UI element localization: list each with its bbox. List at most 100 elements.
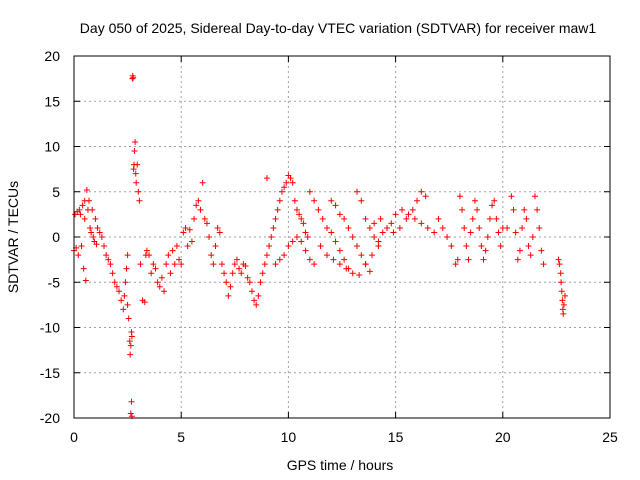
data-point: [276, 256, 283, 263]
data-point: [317, 243, 324, 250]
x-tick-label: 25: [602, 429, 618, 445]
data-point: [161, 288, 168, 295]
x-tick-label: 5: [177, 429, 185, 445]
data-point: [306, 256, 313, 263]
data-point: [512, 229, 519, 236]
data-point: [289, 179, 296, 186]
data-point: [221, 270, 228, 277]
data-point: [375, 238, 382, 245]
y-tick-label: -20: [40, 410, 60, 426]
data-point: [461, 224, 468, 231]
data-point: [278, 188, 285, 195]
data-point: [467, 229, 474, 236]
data-point: [456, 193, 463, 200]
data-point: [203, 220, 210, 227]
data-point: [229, 270, 236, 277]
data-point: [349, 270, 356, 277]
data-point: [521, 206, 528, 213]
data-point: [482, 247, 489, 254]
data-point: [208, 252, 215, 259]
data-point: [132, 138, 139, 145]
data-point: [396, 224, 403, 231]
data-point: [345, 224, 352, 231]
data-point: [497, 243, 504, 250]
y-tick-label: 20: [44, 48, 60, 64]
data-point: [134, 161, 141, 168]
data-point: [504, 224, 511, 231]
data-point: [519, 224, 526, 231]
chart-title: Day 050 of 2025, Sidereal Day-to-day VTE…: [80, 20, 597, 36]
data-point: [83, 186, 90, 193]
data-point: [369, 252, 376, 259]
data-point: [452, 261, 459, 268]
data-point: [454, 256, 461, 263]
data-point: [555, 256, 562, 263]
data-point: [336, 261, 343, 268]
data-point: [130, 74, 137, 81]
data-point: [418, 188, 425, 195]
data-point: [206, 234, 213, 240]
data-point: [362, 215, 369, 222]
data-point: [158, 274, 165, 281]
data-point: [116, 288, 123, 295]
data-point: [163, 261, 170, 268]
data-point: [120, 306, 127, 313]
data-point: [238, 270, 245, 277]
data-point: [354, 243, 361, 250]
data-point: [332, 238, 339, 245]
data-point: [154, 279, 161, 286]
data-point: [403, 215, 410, 222]
x-tick-label: 15: [388, 429, 404, 445]
data-point: [236, 265, 243, 272]
data-point: [148, 270, 155, 277]
data-point: [362, 261, 369, 268]
data-point: [510, 206, 517, 213]
data-point: [276, 197, 283, 204]
data-point: [96, 229, 103, 236]
data-point: [118, 297, 125, 304]
data-point: [216, 229, 223, 236]
data-point: [87, 224, 94, 231]
data-point: [283, 179, 290, 186]
data-point: [248, 288, 255, 295]
data-point: [77, 211, 84, 218]
data-point: [281, 184, 288, 191]
data-point: [293, 234, 300, 240]
data-point: [146, 252, 153, 259]
data-point: [103, 252, 110, 259]
tick-labels: 0 5 10 15 20 25 -20 -15 -10 -5 0 5 10 15 20: [40, 48, 618, 445]
data-point: [323, 224, 330, 231]
data-point: [268, 234, 275, 240]
data-point: [424, 224, 431, 231]
data-point: [315, 206, 322, 213]
data-point: [474, 206, 481, 213]
data-point: [459, 206, 466, 213]
data-point: [435, 215, 442, 222]
data-point: [127, 342, 134, 349]
data-point: [300, 220, 307, 227]
y-axis-label: SDTVAR / TECUs: [5, 181, 21, 293]
data-point: [469, 215, 476, 222]
x-tick-label: 0: [70, 429, 78, 445]
data-point: [272, 261, 279, 268]
y-tick-label: 15: [44, 93, 60, 109]
data-point: [439, 224, 446, 231]
data-point: [167, 270, 174, 277]
data-point: [261, 261, 268, 268]
data-point: [263, 175, 270, 182]
data-point: [125, 315, 132, 322]
data-point: [186, 226, 193, 233]
data-point: [287, 175, 294, 182]
data-point: [201, 215, 208, 222]
data-point: [121, 292, 128, 299]
data-point: [152, 265, 159, 272]
data-point: [349, 234, 356, 240]
data-point: [136, 197, 143, 204]
data-point: [311, 197, 318, 204]
data-point: [210, 261, 217, 268]
data-point: [195, 197, 202, 204]
x-axis-label: GPS time / hours: [287, 457, 394, 473]
data-point: [218, 261, 225, 268]
data-point: [328, 229, 335, 236]
data-point: [251, 297, 258, 304]
